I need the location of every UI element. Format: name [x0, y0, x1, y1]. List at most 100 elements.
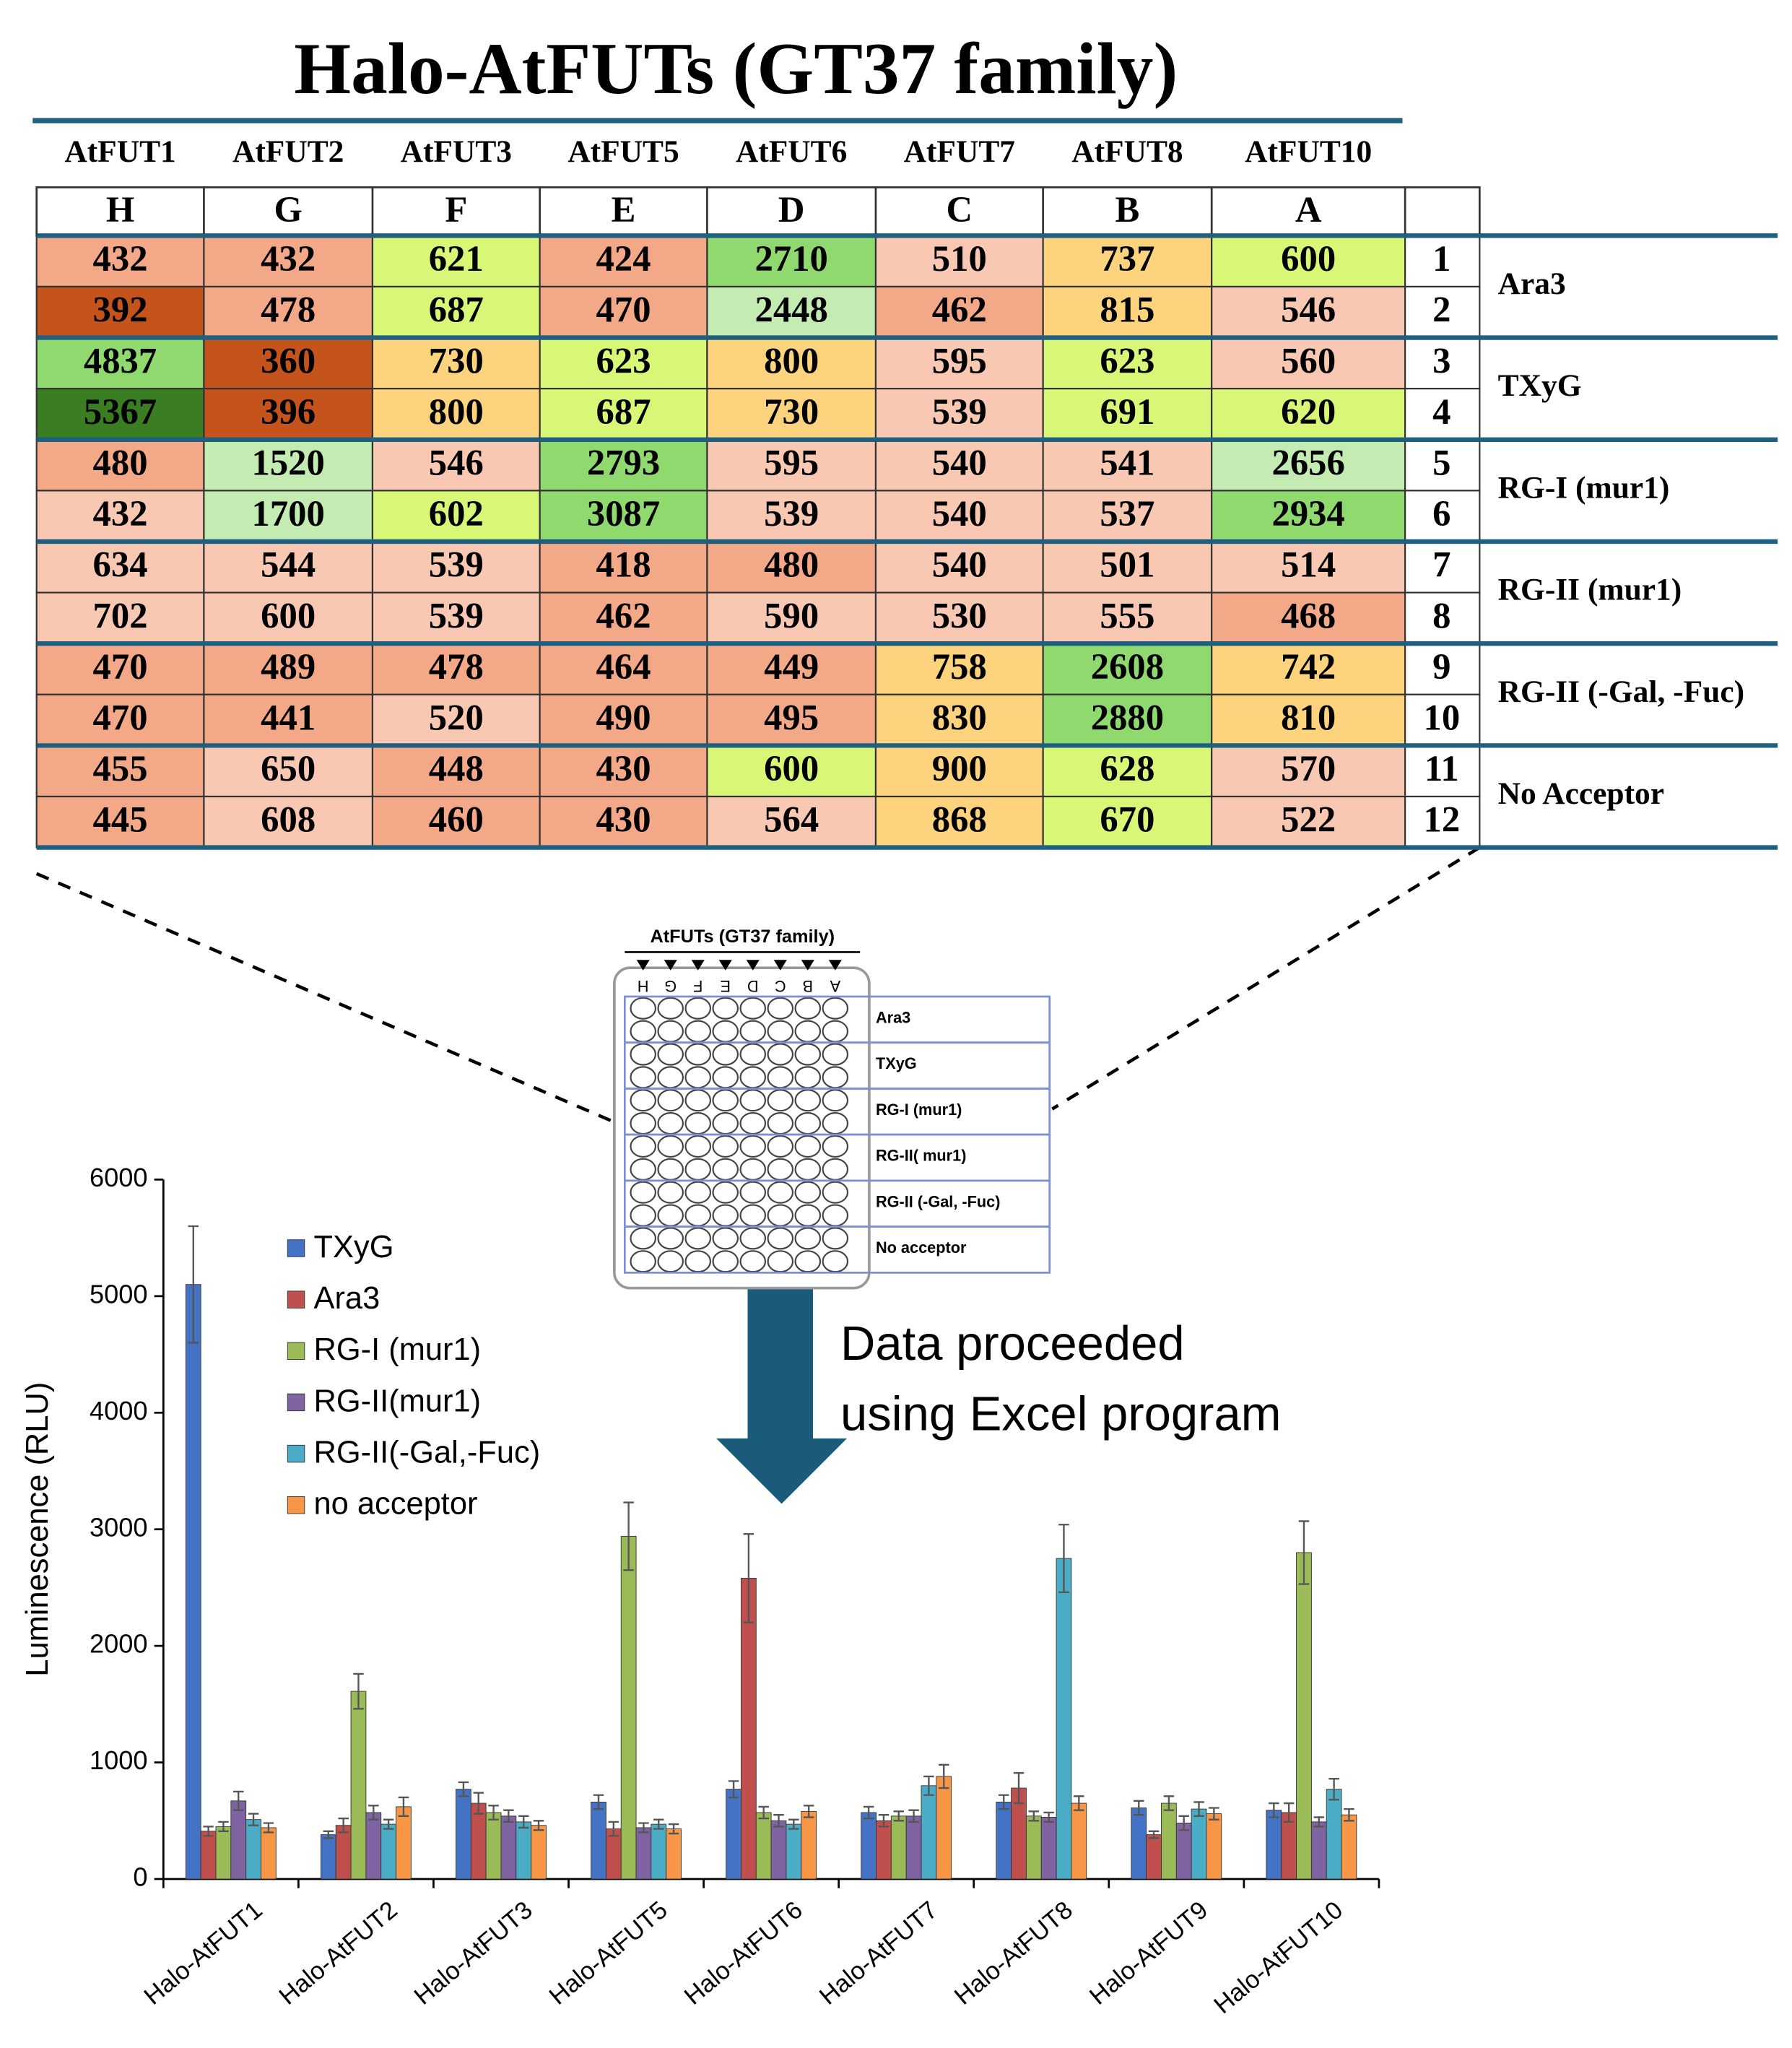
- cell-value: 560: [1281, 340, 1336, 381]
- error-bar: [518, 1815, 529, 1829]
- bar: [185, 1284, 201, 1880]
- plate-well: [794, 1250, 822, 1273]
- bar: [531, 1825, 547, 1880]
- plate-column-letter: F: [693, 977, 703, 995]
- bar: [755, 1812, 772, 1880]
- y-axis-label: Luminescence (RLU): [20, 1382, 55, 1677]
- table-cell: [35, 388, 205, 441]
- group-label: No Acceptor: [1498, 776, 1664, 811]
- cell-value: 514: [1281, 544, 1336, 585]
- cell-value: 620: [1281, 391, 1336, 432]
- plate-pointer: [746, 960, 760, 971]
- header-row: [35, 186, 1481, 237]
- y-tick-label: 2000: [90, 1629, 148, 1659]
- plate-well: [794, 1181, 822, 1204]
- bar: [1206, 1813, 1222, 1880]
- bar: [801, 1810, 817, 1880]
- plate-well: [657, 1089, 684, 1112]
- cell-value: 470: [93, 646, 148, 687]
- bar: [485, 1812, 502, 1880]
- legend-label: Ara3: [313, 1281, 380, 1316]
- cell-value: 3087: [587, 493, 660, 534]
- y-tick-label: 1000: [90, 1745, 148, 1775]
- plate-well: [822, 1112, 849, 1135]
- cell-value: 530: [932, 595, 987, 635]
- bar: [921, 1785, 937, 1880]
- plate-well: [767, 1020, 794, 1043]
- cell-value: 1700: [251, 493, 324, 534]
- table-cell: [874, 285, 1044, 339]
- plate-well: [657, 1158, 684, 1181]
- table-cell: [35, 337, 205, 390]
- plate-group-box: [623, 1225, 1051, 1274]
- bar: [905, 1815, 922, 1880]
- arrow-caption: Data proceeded: [840, 1316, 1185, 1371]
- cell-value: 539: [932, 391, 987, 432]
- plate-well: [630, 997, 656, 1020]
- error-bar: [1043, 1811, 1054, 1823]
- cell-value: 621: [429, 238, 484, 279]
- x-tick-label: Halo-AtFUT5: [544, 1896, 673, 2010]
- error-bar: [488, 1805, 499, 1821]
- table-cell: [203, 285, 374, 339]
- cell-value: 900: [932, 748, 987, 789]
- cell-value: 478: [429, 646, 484, 687]
- legend-label: RG-I (mur1): [313, 1332, 481, 1367]
- cell-value: 730: [429, 340, 484, 381]
- plate-well: [657, 997, 684, 1020]
- cell-value: 600: [764, 748, 819, 789]
- cell-value: 5367: [84, 391, 157, 432]
- row-number-cell: [1404, 438, 1481, 492]
- plate-well: [712, 1043, 739, 1066]
- cell-value: 480: [764, 544, 819, 585]
- row-number: 11: [1425, 748, 1459, 789]
- plate-pointer: [664, 960, 677, 971]
- table-cell: [874, 693, 1044, 747]
- row-number: 7: [1432, 544, 1450, 585]
- cell-value: 1520: [251, 443, 324, 483]
- plate-column-letter: H: [638, 977, 649, 995]
- error-bar: [653, 1818, 664, 1830]
- table-cell: [706, 745, 877, 798]
- cell-value: 539: [429, 544, 484, 585]
- cell-value: 541: [1100, 443, 1154, 483]
- plate-well: [630, 1250, 656, 1273]
- cell-value: 628: [1100, 748, 1154, 789]
- bar: [651, 1823, 667, 1880]
- plate-well: [684, 997, 712, 1020]
- cell-value: 868: [932, 799, 987, 840]
- cell-value: 464: [596, 646, 651, 687]
- bar: [470, 1802, 487, 1880]
- x-tick-label: Halo-AtFUT3: [409, 1896, 538, 2010]
- cell-value: 650: [261, 748, 316, 789]
- table-cell: [539, 285, 708, 339]
- plate-well: [712, 1204, 739, 1227]
- cell-value: 540: [932, 493, 987, 534]
- error-bar: [1209, 1807, 1219, 1821]
- plate-well: [794, 997, 822, 1020]
- gene-header: AtFUT7: [904, 134, 1015, 169]
- error-bar: [248, 1813, 259, 1826]
- cell-value: 460: [429, 799, 484, 840]
- row-number-cell: [1404, 745, 1481, 798]
- y-tick-label: 4000: [90, 1396, 148, 1426]
- bar: [1025, 1815, 1042, 1880]
- plate-column-letter: B: [803, 977, 814, 995]
- plate-well: [712, 1227, 739, 1250]
- error-bar: [203, 1826, 214, 1837]
- column-letter: B: [1115, 189, 1140, 230]
- cell-value: 501: [1100, 544, 1154, 585]
- plate-well: [794, 1043, 822, 1066]
- legend-swatch: [287, 1496, 305, 1514]
- bar: [1296, 1552, 1312, 1880]
- row-number-cell: [1404, 285, 1481, 339]
- plate-well: [712, 1020, 739, 1043]
- plate-well: [794, 1089, 822, 1112]
- group-label: Ara3: [1498, 266, 1566, 301]
- error-bar: [1344, 1808, 1354, 1822]
- table-cell: [1211, 337, 1406, 390]
- cell-value: 462: [932, 290, 987, 330]
- cell-value: 742: [1281, 646, 1336, 687]
- plate-group-label: No acceptor: [876, 1238, 967, 1257]
